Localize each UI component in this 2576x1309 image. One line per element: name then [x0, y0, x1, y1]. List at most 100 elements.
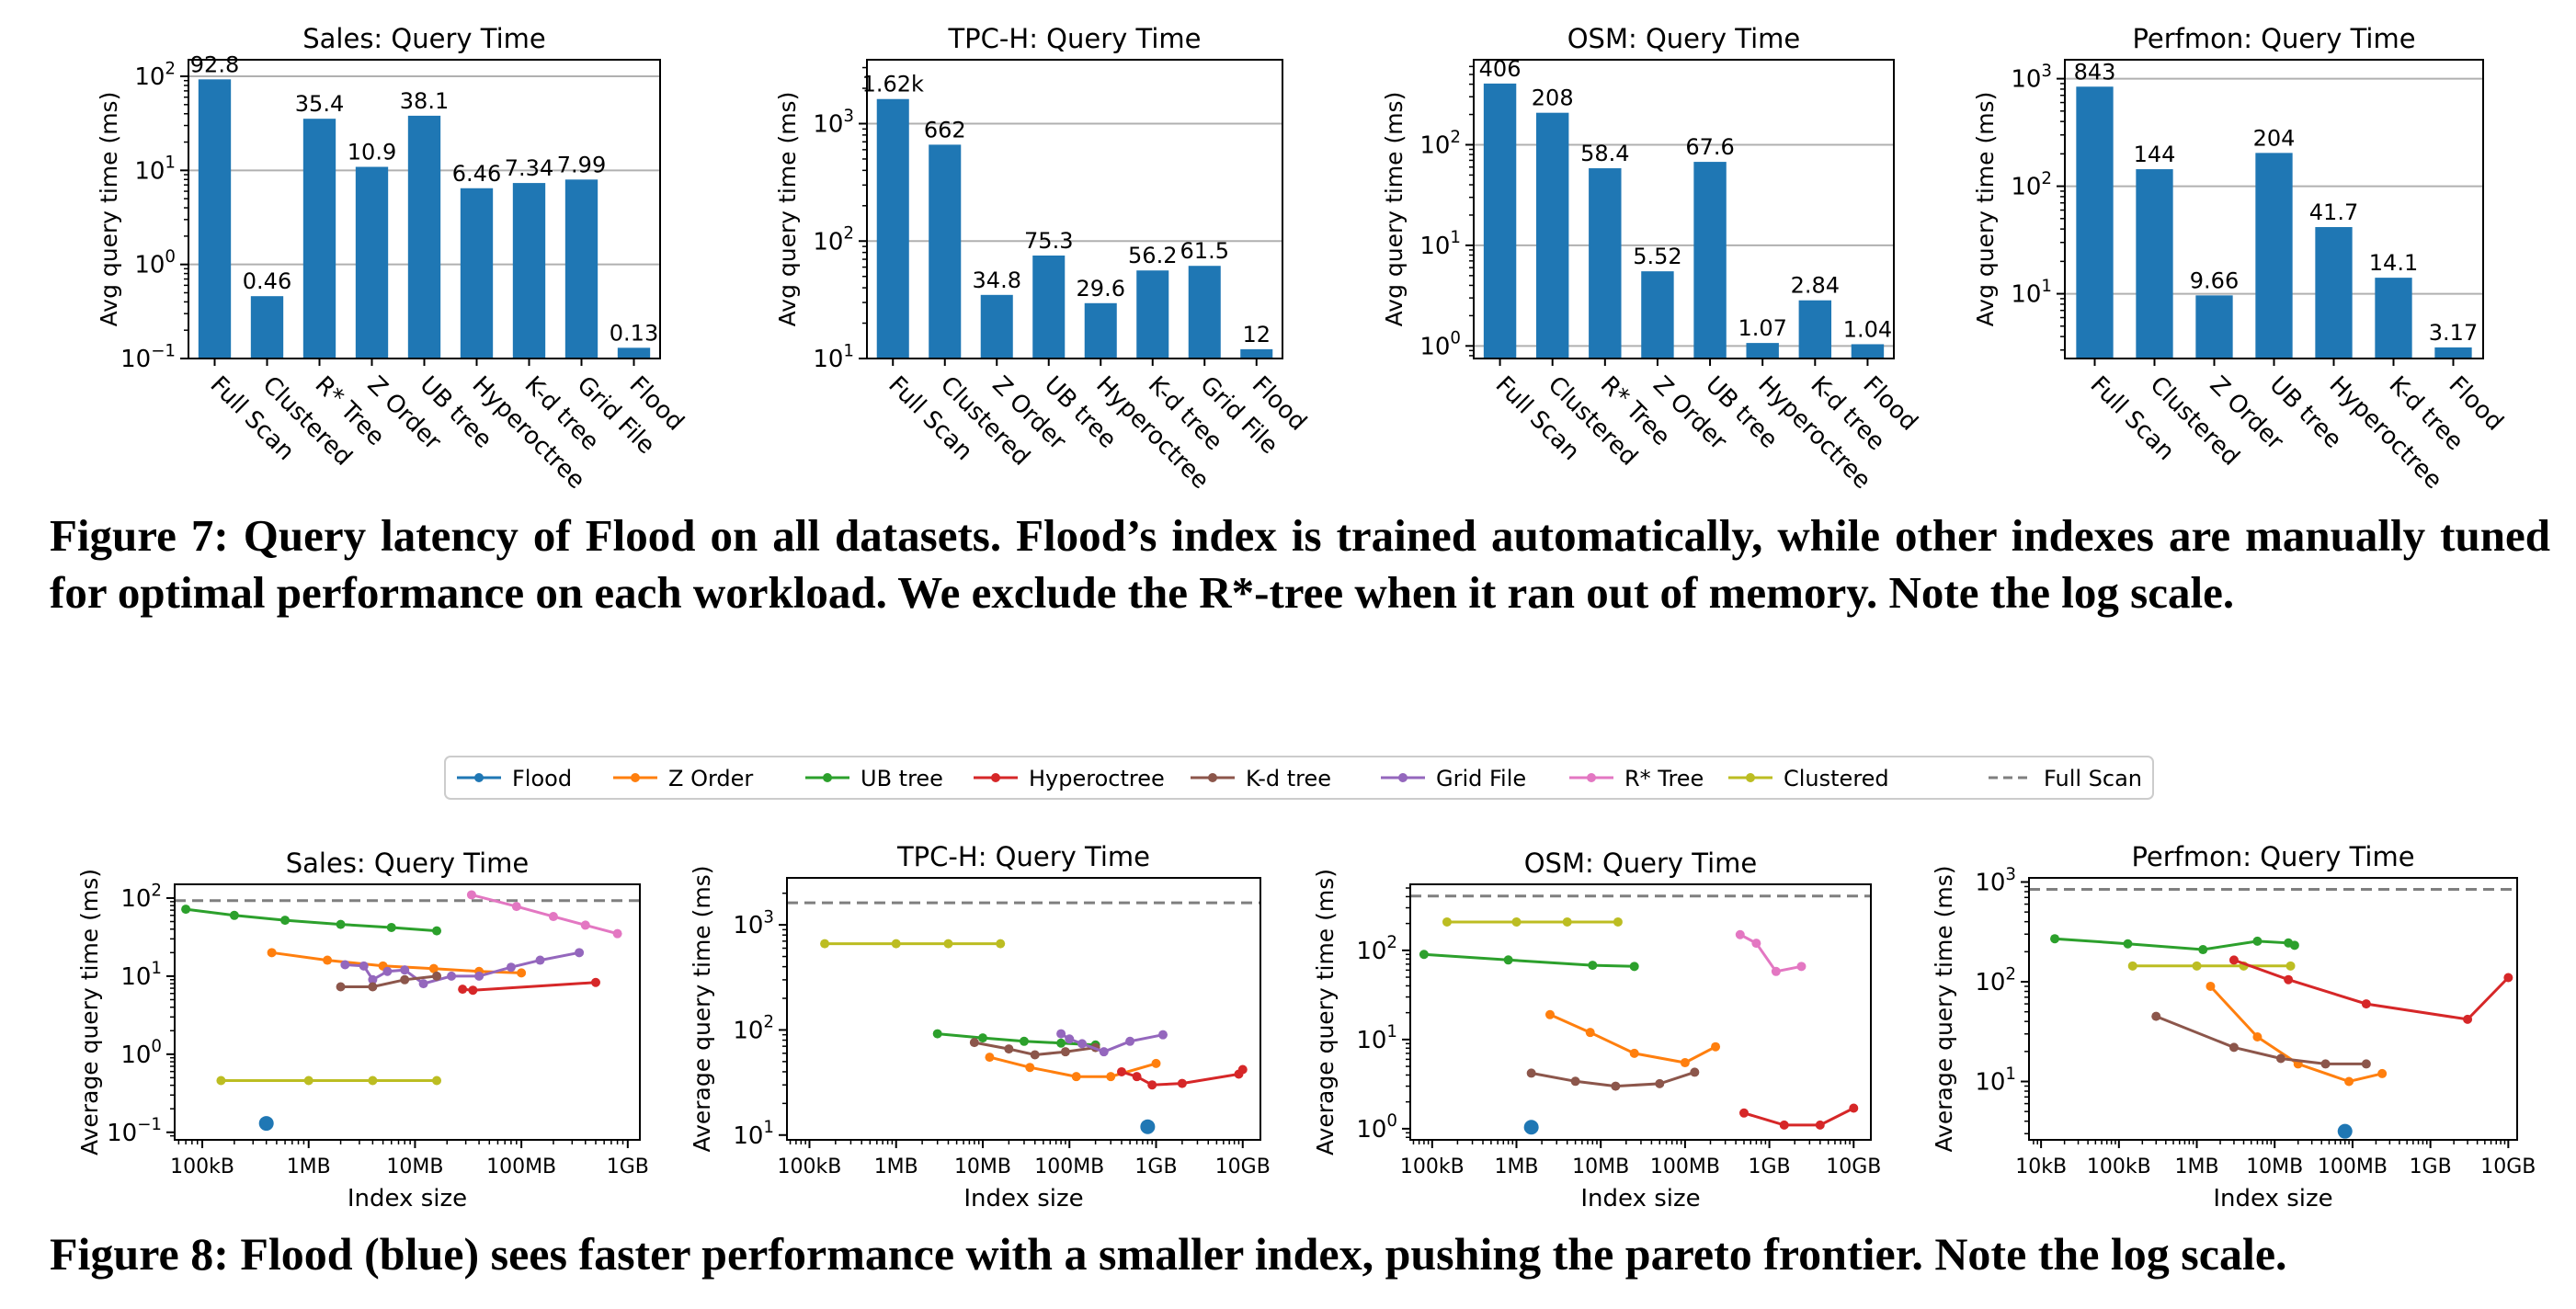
data-point: [2252, 1031, 2263, 1042]
series-hyperoctree: [1116, 1064, 1248, 1090]
data-point: [1690, 1067, 1700, 1077]
data-label: 1.07: [1738, 315, 1786, 341]
plot-frame: [1473, 59, 1895, 359]
data-label: 3.17: [2429, 320, 2478, 346]
data-point: [216, 1076, 226, 1086]
data-point: [1132, 1072, 1142, 1082]
data-point: [511, 902, 521, 912]
data-point: [2050, 934, 2060, 944]
plot-frame: [2064, 59, 2484, 359]
bar: [980, 294, 1013, 359]
bar: [407, 115, 441, 359]
data-point: [432, 971, 442, 981]
data-point: [1442, 916, 1452, 927]
data-point: [1544, 1009, 1555, 1019]
data-point: [1511, 916, 1522, 927]
y-tick-label: 102: [1356, 933, 1397, 965]
x-tick-label: 1MB: [287, 1155, 331, 1178]
series-line: [185, 907, 438, 933]
x-tick-label: 1MB: [1494, 1155, 1538, 1178]
y-tick-label: 10−1: [120, 341, 176, 373]
plot-frame: [2028, 877, 2518, 1141]
legend-marker: [823, 773, 832, 782]
bar: [1641, 271, 1674, 359]
bar: [198, 79, 232, 359]
bar: [1851, 344, 1885, 359]
series-r-tree: [466, 890, 622, 939]
series-ub-tree: [932, 1029, 1100, 1050]
chart-title: Perfmon: Query Time: [2131, 841, 2414, 872]
x-tick-label: 10GB: [1215, 1155, 1271, 1178]
data-point: [340, 960, 350, 970]
data-point: [2320, 1059, 2331, 1069]
series-z-order: [1544, 1009, 1721, 1068]
bar: [302, 119, 336, 359]
series-clustered: [2127, 961, 2296, 971]
data-label: 9.66: [2190, 267, 2239, 293]
y-axis-label: Avg query time (ms): [96, 92, 122, 327]
bar: [1188, 266, 1221, 359]
x-tick-label: 1GB: [607, 1155, 649, 1178]
data-label: 38.1: [400, 88, 449, 114]
line-chart-3: 100 101 102 100kB 1MB 10MB 100MB 1GB 10GB OSM: Qu…: [1312, 848, 1881, 1212]
y-axis-label: Avg query time (ms): [774, 92, 801, 327]
data-label: 0.46: [243, 268, 291, 294]
series-clustered: [216, 1076, 442, 1086]
chart-title: Perfmon: Query Time: [2132, 23, 2415, 54]
bar: [1798, 300, 1832, 359]
data-point: [1796, 962, 1807, 972]
bar: [1746, 343, 1779, 359]
data-point: [985, 1053, 995, 1063]
series-ub-tree: [181, 905, 442, 936]
x-tick-label: 10GB: [2480, 1155, 2536, 1178]
data-label: 843: [2074, 59, 2116, 85]
series-line: [1739, 933, 1802, 973]
y-tick-label: 101: [134, 154, 176, 186]
data-point: [1151, 1058, 1161, 1068]
y-tick-label: 102: [813, 224, 854, 256]
x-axis-label: Index size: [348, 1185, 467, 1212]
data-point: [386, 922, 396, 932]
x-tick-label: 1GB: [1134, 1155, 1177, 1178]
data-point: [1099, 1047, 1109, 1057]
series-line: [2233, 958, 2510, 1021]
data-point: [548, 912, 558, 922]
data-point: [1735, 929, 1745, 939]
bar: [2315, 227, 2353, 359]
data-label: 58.4: [1580, 141, 1629, 166]
data-point: [336, 919, 346, 929]
x-tick-label: 10kB: [2015, 1155, 2067, 1178]
x-tick-label: 1GB: [2410, 1155, 2452, 1178]
legend-label: Flood: [512, 766, 572, 791]
legend-marker: [1208, 773, 1217, 782]
data-label: 34.8: [973, 267, 1021, 293]
series-clustered: [820, 939, 1006, 949]
y-tick-label: 102: [134, 59, 176, 91]
y-axis-label: Average query time (ms): [1312, 869, 1339, 1155]
data-point: [1849, 1103, 1859, 1113]
data-point: [2228, 955, 2239, 965]
chart-title: Sales: Query Time: [302, 23, 546, 54]
data-point: [303, 1076, 313, 1086]
data-point: [1611, 1081, 1621, 1091]
y-tick-label: 101: [2011, 277, 2052, 309]
data-point: [612, 928, 622, 939]
data-point: [2198, 945, 2208, 955]
data-label: 1.04: [1843, 316, 1892, 342]
series-k-d-tree: [969, 1038, 1100, 1060]
series-line: [340, 974, 438, 988]
legend-label: Clustered: [1784, 766, 1889, 791]
y-axis-label: Avg query time (ms): [1972, 92, 1999, 327]
legend-label: Full Scan: [2044, 766, 2142, 791]
data-point: [1655, 1078, 1665, 1088]
data-label: 208: [1532, 85, 1574, 111]
data-point: [1237, 1064, 1248, 1075]
bar: [1084, 302, 1117, 359]
plot-frame: [786, 877, 1261, 1141]
line-chart-1: 10−1 100 101 102 100kB 1MB 10MB 100MB 1GB Sales: …: [76, 848, 649, 1212]
series-line: [1743, 1107, 1854, 1127]
data-point: [400, 965, 410, 975]
data-point: [382, 966, 393, 976]
